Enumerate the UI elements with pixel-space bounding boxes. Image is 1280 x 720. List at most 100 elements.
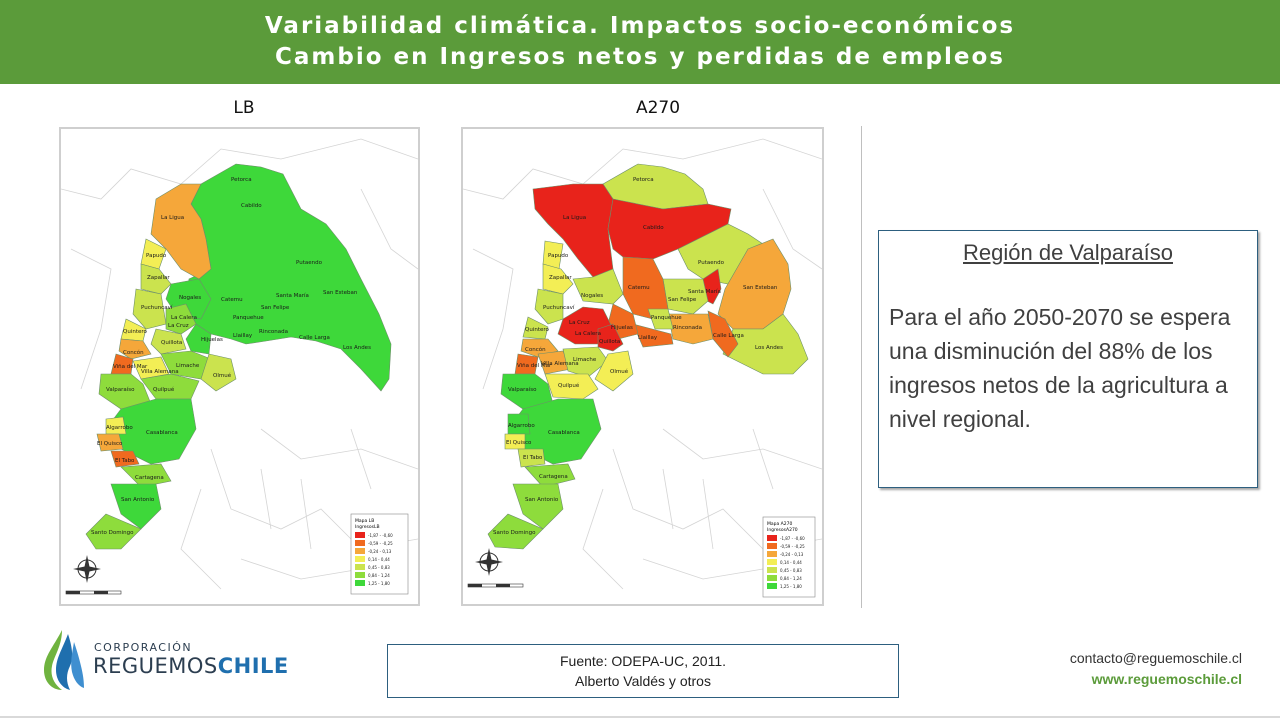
map-label: La Cruz (168, 323, 189, 329)
a270-region-san-antonio (512, 483, 564, 530)
logo-reguemos-chile: CORPORACIÓN REGUEMOSCHILE (40, 628, 288, 692)
map-label: San Felipe (261, 305, 290, 311)
map-label: Quillota (599, 339, 620, 345)
a270-region-quillota (597, 323, 624, 352)
scale-bar (467, 583, 524, 588)
a270-region-algarrobo (507, 413, 531, 435)
map-label: Llaillay (638, 335, 658, 341)
lb-region-puchuncavi (132, 288, 167, 330)
map-label: Nogales (179, 295, 201, 301)
map-label: El Tabo (115, 458, 135, 464)
map-label: Olmué (213, 372, 232, 379)
a270-region-llaillay (632, 323, 674, 348)
map-label: Santo Domingo (493, 530, 536, 536)
map-label: Petorca (633, 177, 654, 183)
map-label: Concón (123, 349, 144, 356)
map-label: Quilpué (153, 386, 175, 393)
map-label: Viña del Mar (517, 363, 552, 369)
a270-region-zapallar (542, 263, 574, 295)
map-label: Panquehue (233, 315, 264, 321)
map-label: Zapallar (549, 275, 572, 281)
compass-icon (73, 555, 101, 583)
map-label: Quilpué (558, 382, 580, 389)
map-label: Hijuelas (201, 337, 223, 343)
lb-region-zapallar (140, 263, 172, 295)
map-label: Villa Alemana (141, 369, 179, 375)
map-label: Llaillay (233, 333, 253, 339)
source-line2: Alberto Valdés y otros (575, 673, 711, 689)
svg-text:-0,24 - 0,13: -0,24 - 0,13 (368, 549, 392, 554)
map-label: Los Andes (343, 345, 371, 351)
map-label: Quillota (161, 340, 182, 346)
a270-region-limache (562, 346, 609, 378)
contact-web-link[interactable]: www.reguemoschile.cl (1091, 671, 1242, 687)
map-label: Valparaíso (106, 386, 135, 393)
map-label: Papudo (548, 253, 569, 259)
map-label: La Cruz (569, 320, 590, 326)
header-title-line1: Variabilidad climática. Impactos socio-e… (264, 13, 1016, 39)
lb-region-san-antonio (110, 483, 162, 530)
svg-text:-0,59 - -0,25: -0,59 - -0,25 (368, 541, 393, 546)
map-label: Cartagena (135, 475, 164, 481)
map-label: San Esteban (743, 285, 778, 291)
contact-email-link[interactable]: contacto@reguemoschile.cl (1069, 650, 1242, 666)
map-label: Santo Domingo (91, 530, 134, 536)
map-label: Cartagena (539, 474, 568, 480)
map-label: El Tabo (523, 455, 543, 461)
a270-region-rinconada (667, 313, 714, 345)
map-label: Putaendo (698, 260, 725, 266)
compass-icon (475, 548, 503, 576)
map-legend-a270: Mapa A270 IngresosA270 -1,87 - -0,60 -0,… (762, 516, 816, 598)
map-a270-svg: Petorca Cabildo La Ligua Papudo Zapallar… (463, 138, 822, 598)
map-label: Cabildo (241, 203, 262, 209)
map-title-a270: A270 (635, 98, 681, 118)
map-label: San Esteban (323, 290, 358, 296)
lb-region-hijuelas (185, 323, 212, 355)
a270-region-panquehue (647, 308, 674, 330)
map-label: Putaendo (296, 260, 323, 266)
svg-text:0,45 - 0,83: 0,45 - 0,83 (368, 565, 390, 570)
map-label: La Ligua (563, 215, 586, 221)
map-label: Nogales (581, 293, 603, 299)
info-box-title: Región de Valparaíso (963, 240, 1173, 265)
map-label: Quintero (123, 329, 148, 335)
map-legend-lb: Mapa LB IngresosLB -1,87 - -0,60 -0,59 -… (350, 513, 409, 595)
map-label: Casablanca (146, 430, 178, 436)
map-label: Zapallar (147, 275, 170, 281)
lb-region-villa-alemana (132, 356, 170, 380)
info-box-body: Para el año 2050-2070 se espera una dism… (889, 304, 1231, 432)
map-label: San Antonio (121, 497, 155, 503)
map-label: Algarrobo (508, 423, 535, 429)
lb-region-la-calera (165, 303, 197, 335)
logo-small-text: CORPORACIÓN (94, 641, 193, 654)
map-label: Hijuelas (611, 325, 633, 331)
map-label: Calle Larga (299, 335, 330, 341)
map-label: Petorca (231, 177, 252, 183)
lb-region-concon (118, 338, 152, 360)
map-label: La Ligua (161, 215, 184, 221)
scale-bar (65, 590, 122, 595)
map-label: Santa María (688, 288, 721, 295)
map-label: Calle Larga (713, 333, 744, 339)
svg-text:-1,87 - -0,60: -1,87 - -0,60 (780, 536, 805, 541)
svg-text:1,25 - 1,80: 1,25 - 1,80 (780, 584, 802, 589)
lb-region-quilpue (140, 373, 200, 400)
map-label: Panquehue (651, 315, 682, 321)
bottom-divider (0, 716, 1280, 718)
map-label: Algarrobo (106, 425, 133, 431)
source-box: Fuente: ODEPA-UC, 2011. Alberto Valdés y… (387, 644, 899, 698)
map-label: Santa María (276, 292, 309, 299)
map-label: El Quisco (506, 440, 532, 446)
svg-text:IngresosLB: IngresosLB (355, 524, 380, 530)
map-label: Puchuncaví (543, 304, 575, 311)
svg-text:0,45 - 0,83: 0,45 - 0,83 (780, 568, 802, 573)
map-label: Papudo (146, 253, 167, 259)
drop-logo-icon (44, 630, 84, 690)
logo-big-text: REGUEMOSCHILE (93, 654, 289, 678)
map-label: Valparaíso (508, 386, 537, 393)
map-label: La Calera (575, 331, 601, 337)
svg-text:0,14 - 0,44: 0,14 - 0,44 (780, 560, 802, 565)
svg-text:Mapa LB: Mapa LB (355, 518, 374, 524)
map-label: Viña del Mar (113, 364, 148, 370)
svg-text:-0,59 - -0,25: -0,59 - -0,25 (780, 544, 805, 549)
